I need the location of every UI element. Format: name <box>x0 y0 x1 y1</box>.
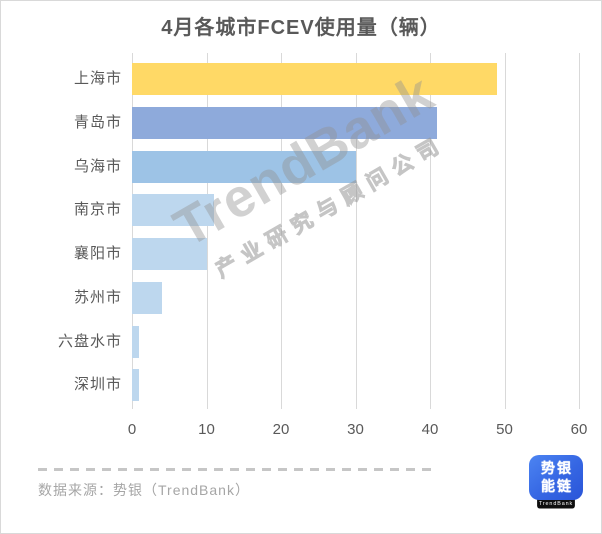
bar-6 <box>132 281 162 314</box>
category-label-2: 青岛市 <box>73 114 122 132</box>
x-axis-tick-label: 30 <box>347 421 364 438</box>
category-label-5: 襄阳市 <box>73 245 122 263</box>
category-label-8: 深圳市 <box>73 376 122 394</box>
footer-divider <box>38 468 438 471</box>
category-label-1: 上海市 <box>73 70 122 88</box>
category-label-7: 六盘水市 <box>57 332 122 350</box>
x-axis-tick-label: 0 <box>127 421 137 438</box>
x-axis-tick-label: 40 <box>421 421 439 438</box>
bar-1 <box>132 63 498 96</box>
bar-8 <box>132 369 140 402</box>
x-axis-tick-label: 10 <box>198 421 215 438</box>
bar-4 <box>132 194 214 227</box>
chart-title: 4月各城市FCEV使用量（辆） <box>161 17 441 39</box>
x-axis-tick-label: 20 <box>272 421 290 438</box>
category-label-3: 乌海市 <box>73 157 122 175</box>
gridline-x-30 <box>355 53 357 409</box>
logo-text-line2: 能链 <box>541 477 573 494</box>
bar-7 <box>132 325 140 358</box>
gridline-x-0 <box>132 53 133 409</box>
logo-icon: 势银 能链 <box>529 455 583 500</box>
gridline-x-60 <box>579 53 580 409</box>
logo-caption: TrendBank <box>537 499 575 509</box>
bar-5 <box>132 238 207 271</box>
logo-text-line1: 势银 <box>541 460 573 476</box>
gridline-x-40 <box>430 53 431 409</box>
bar-3 <box>132 150 356 183</box>
gridline-x-10 <box>206 53 208 409</box>
x-axis-tick-label: 60 <box>570 421 588 438</box>
category-label-4: 南京市 <box>73 201 122 219</box>
trendbank-logo: 势银 能链 TrendBank <box>529 455 583 509</box>
x-axis-tick-label: 50 <box>496 421 513 438</box>
category-label-6: 苏州市 <box>73 288 122 306</box>
gridline-x-50 <box>504 53 506 409</box>
data-source-text: 数据来源：势银（TrendBank） <box>38 482 250 498</box>
bar-2 <box>132 107 438 140</box>
gridline-x-20 <box>281 53 282 409</box>
